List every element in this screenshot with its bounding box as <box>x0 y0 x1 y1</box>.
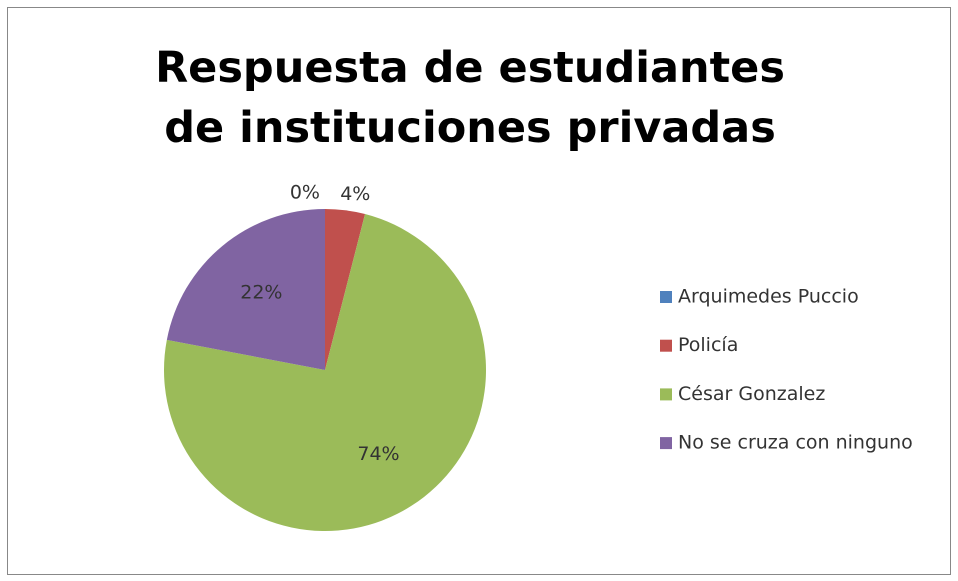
legend-label: Policía <box>678 334 738 356</box>
data-label: 4% <box>340 183 370 205</box>
chart-border <box>7 7 951 575</box>
data-label: 22% <box>240 282 282 304</box>
data-label: 0% <box>290 181 320 203</box>
chart-title: Respuesta de estudiantes de institucione… <box>155 43 785 153</box>
legend-swatch <box>660 388 672 401</box>
pie-slice <box>166 209 325 370</box>
legend-swatch <box>660 291 672 303</box>
pie-slice <box>164 214 486 531</box>
legend-label: Arquimedes Puccio <box>678 286 859 308</box>
legend-swatch <box>660 437 672 450</box>
legend-label: César Gonzalez <box>678 383 825 405</box>
legend-swatch <box>660 339 672 352</box>
legend-label: No se cruza con ninguno <box>678 432 913 454</box>
data-label: 74% <box>357 443 399 465</box>
pie-slice <box>325 209 366 370</box>
